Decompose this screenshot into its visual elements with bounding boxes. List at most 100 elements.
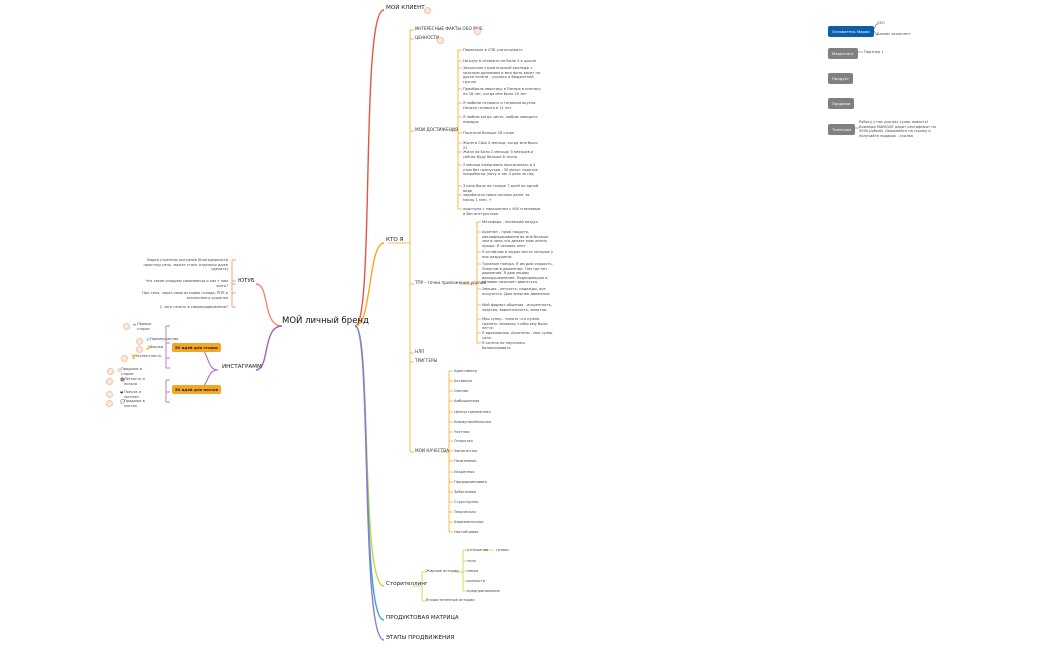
connector <box>255 283 283 327</box>
achievement-item[interactable]: 3 разa была на голоде 7 дней на одной во… <box>463 184 539 193</box>
youtube-item[interactable]: Что такое синдром самозванца и как с ним… <box>145 279 228 288</box>
quality-item[interactable]: Настойчивая <box>454 530 479 534</box>
topic-tpu[interactable]: ТПУ - точки приложения усилий <box>415 280 487 285</box>
role-sales[interactable]: Продажи <box>828 98 855 109</box>
topic-achievements[interactable]: МОИ ДОСТИЖЕНИЯ <box>415 127 458 132</box>
tpu-item[interactable]: Я хотела но научилась балансировать <box>482 341 526 350</box>
branch-product-matrix[interactable]: ПРОДУКТОВАЯ МАТРИЦА <box>386 615 459 621</box>
quality-item[interactable]: Честная <box>454 430 470 434</box>
achievement-item[interactable]: 2 месяца ежедневно просыпалась в 4 утра … <box>463 163 538 177</box>
achievement-item[interactable]: Я люблю когда чисто, люблю наводить поря… <box>463 115 538 124</box>
collapse-toggle-icon[interactable] <box>106 400 113 407</box>
topic-interesting-facts[interactable]: ИНТЕРЕСНЫЕ ФАКТЫ ОБО МНЕ <box>415 26 483 31</box>
quality-item[interactable]: Творческая <box>454 510 476 514</box>
ideas-for-posts[interactable]: 50 идей для постов <box>172 385 222 394</box>
quality-item[interactable]: Заботливая <box>454 490 477 494</box>
achievement-item[interactable]: Приобрела квартиру в Питере в ипотеку на… <box>463 87 541 96</box>
collapse-toggle-icon[interactable] <box>123 323 130 330</box>
topic-triggers[interactable]: ТРИГГЕРЫ <box>415 358 438 363</box>
post-idea-item[interactable]: Продажи в постах <box>124 399 145 408</box>
story-idea-item[interactable]: Экспертность <box>135 354 162 358</box>
quality-item[interactable]: Активная <box>454 379 472 383</box>
topic-nlp[interactable]: НЛП <box>415 349 425 354</box>
branch-storytelling[interactable]: Сторителлинг <box>386 581 428 587</box>
collapse-toggle-icon[interactable] <box>136 338 143 345</box>
youtube-item[interactable]: Про тело, через свою историю голода, РПП… <box>142 291 228 300</box>
collapse-toggle-icon[interactable] <box>106 391 113 398</box>
role-ceo[interactable]: CEO <box>877 21 885 25</box>
role-partner[interactable]: Партнер 1 <box>864 50 884 54</box>
topic-qualities[interactable]: МОИ КАЧЕСТВА <box>415 448 449 453</box>
telegram-note[interactable]: Работу у нас для вас супер новость!Коман… <box>859 120 936 138</box>
collapse-toggle-icon[interactable] <box>437 37 444 44</box>
role-marketing[interactable]: Маркетинг <box>828 48 858 59</box>
tpu-item[interactable]: Тяжелые поезда. Я им даю скорость. Энерг… <box>482 262 553 285</box>
tpu-item[interactable]: Метафора - несвежий воздух <box>482 220 538 224</box>
quality-item[interactable]: Коммуникабельная <box>454 420 491 424</box>
achievement-item[interactable]: Жила на Бали 2 месяца/ 5 месяцев и сейча… <box>463 150 534 159</box>
branch-youtube[interactable]: ЮТУБ <box>238 278 255 284</box>
story-idea-item[interactable]: Продажи в сторис <box>121 367 142 376</box>
story-item[interactable]: тело <box>467 559 476 563</box>
achievement-item[interactable]: Ни разу в четверти не было 3 в школе <box>463 59 536 63</box>
quality-item[interactable]: Предприимчивая <box>454 480 487 484</box>
quality-item[interactable]: Искренняя <box>454 470 475 474</box>
role-product[interactable]: Продукт <box>828 73 853 84</box>
tpu-item[interactable]: Я оставляю в людях места которые у них р… <box>482 250 553 259</box>
topic-bold-stories[interactable]: Жирные истории <box>426 569 459 573</box>
achievement-item[interactable]: Переехала в СПБ учиться/жить <box>463 48 523 52</box>
branch-who-am-i[interactable]: КТО Я <box>386 237 404 243</box>
achievement-item[interactable]: Посетила больше 28 стран <box>463 131 515 135</box>
quality-item[interactable]: Позитивная <box>454 459 477 463</box>
connector <box>354 325 385 621</box>
story-item[interactable]: отношения <box>467 548 489 552</box>
story-item[interactable]: ценности <box>467 579 485 583</box>
collapse-toggle-icon[interactable] <box>121 355 128 362</box>
quality-item[interactable]: Эмпатичная <box>454 449 478 453</box>
achievement-item[interactable]: прыгнула с парашютом с 900 м впервые и б… <box>463 207 541 216</box>
achievement-item[interactable]: заработала своих личных денег за месяц 1… <box>463 193 530 202</box>
topic-values[interactable]: ЦЕННОСТИ <box>415 35 440 40</box>
role-telegram[interactable]: Телеграм <box>828 124 856 135</box>
quality-item[interactable]: Адаптивная <box>454 369 477 373</box>
youtube-item[interactable]: С чего начать в самопродвижении? <box>160 305 228 309</box>
post-idea-item[interactable]: Польза и эксперт <box>124 390 141 399</box>
youtube-item[interactable]: Видео утренних ритуалов (благодарности п… <box>143 258 228 272</box>
ideas-for-stories[interactable]: 50 идей для сторис <box>172 343 222 352</box>
branch-promotion-stages[interactable]: ЭТАПЫ ПРОДВИЖЕНИЯ <box>386 635 455 641</box>
role-founder[interactable]: Основатель Марии <box>828 26 874 37</box>
story-idea-item[interactable]: Преимущества <box>150 337 179 341</box>
emoji-icon: 💎 <box>146 337 151 342</box>
quality-item[interactable]: Харизматичная <box>454 520 484 524</box>
tpu-item[interactable]: Моя супер - понять что нужно сделать чел… <box>482 317 548 331</box>
tpu-item[interactable]: Эмоция - легкость, надежды, все получитс… <box>482 287 550 296</box>
quality-item[interactable]: Целеустремленная <box>454 410 491 414</box>
quality-item[interactable]: Структурная <box>454 500 479 504</box>
quality-item[interactable]: Амбициозная <box>454 399 480 403</box>
branch-my-client[interactable]: МОЙ КЛИЕНТ <box>386 5 425 11</box>
story-status-done[interactable]: готово <box>496 548 509 552</box>
collapse-toggle-icon[interactable] <box>106 378 113 385</box>
post-idea-item[interactable]: Лёгкость и польза <box>124 377 145 386</box>
tpu-item[interactable]: Я вдохновляю. Архетипы - моя супер сила <box>482 331 553 340</box>
achievement-item[interactable]: Я любила готовить и готовила вкусно. Нач… <box>463 101 537 110</box>
achievement-item[interactable]: Жила в США 4 месяца, когда мне было 21 <box>463 141 538 150</box>
collapse-toggle-icon[interactable] <box>474 28 481 35</box>
tpu-item[interactable]: Мой формат общения - искренность, энерги… <box>482 303 553 312</box>
story-idea-item[interactable]: Первые сторис <box>137 322 152 331</box>
story-item[interactable]: предпринимание <box>467 589 500 593</box>
collapse-toggle-icon[interactable] <box>107 368 114 375</box>
quality-item[interactable]: Открытая <box>454 439 473 443</box>
role-business-assistant[interactable]: Бизнес ассистент <box>877 32 911 36</box>
topic-secondary-stories[interactable]: Второстепенные истории <box>426 598 475 602</box>
central-topic[interactable]: МОЙ личный бренд <box>282 316 369 326</box>
collapse-toggle-icon[interactable] <box>136 346 143 353</box>
quality-item[interactable]: Смелая <box>454 389 469 393</box>
story-idea-item[interactable]: Фишки <box>150 345 164 349</box>
emoji-icon: ❤ <box>120 390 124 395</box>
tpu-item[interactable]: Архетип - проф подруга, квалифицированна… <box>482 230 549 248</box>
achievement-item[interactable]: Закончила строительный колледж с красным… <box>463 66 541 84</box>
collapse-toggle-icon[interactable] <box>424 7 431 14</box>
branch-instagram[interactable]: ИНСТАГРАММ <box>222 364 262 370</box>
story-item[interactable]: семья <box>467 569 479 573</box>
